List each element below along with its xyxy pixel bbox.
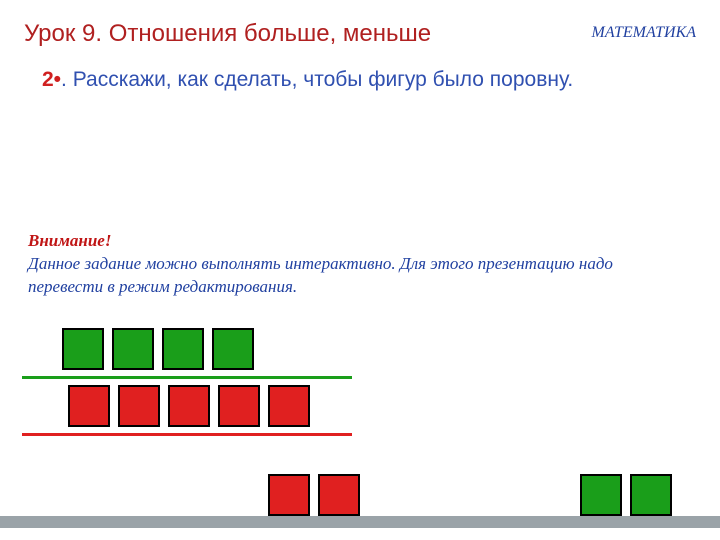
green-square[interactable]	[212, 328, 254, 370]
red-square[interactable]	[68, 385, 110, 427]
extra-green-group	[580, 474, 672, 516]
extra-red-group	[268, 474, 360, 516]
red-square[interactable]	[168, 385, 210, 427]
bottom-strip	[0, 516, 720, 528]
green-square[interactable]	[580, 474, 622, 516]
task-number: 2•	[42, 68, 61, 91]
task-text: Расскажи, как сделать, чтобы фигур было …	[73, 68, 573, 91]
divider-red	[22, 433, 352, 436]
red-square[interactable]	[118, 385, 160, 427]
green-square[interactable]	[62, 328, 104, 370]
red-square[interactable]	[218, 385, 260, 427]
attention-block: Внимание! Данное задание можно выполнять…	[28, 230, 668, 299]
attention-title: Внимание!	[28, 230, 668, 253]
red-square[interactable]	[268, 474, 310, 516]
green-square[interactable]	[162, 328, 204, 370]
top-row	[62, 328, 362, 370]
attention-text: Данное задание можно выполнять интеракти…	[28, 253, 668, 299]
red-square[interactable]	[318, 474, 360, 516]
header: Урок 9. Отношения больше, меньше МАТЕМАТ…	[24, 20, 696, 48]
divider-green	[22, 376, 352, 379]
figure-area	[22, 328, 362, 440]
red-square[interactable]	[268, 385, 310, 427]
lesson-title: Урок 9. Отношения больше, меньше	[24, 20, 431, 48]
task-separator: .	[61, 68, 73, 91]
task-line: 2•. Расскажи, как сделать, чтобы фигур б…	[42, 68, 573, 92]
middle-row	[68, 385, 362, 427]
green-square[interactable]	[112, 328, 154, 370]
green-square[interactable]	[630, 474, 672, 516]
subject-label: МАТЕМАТИКА	[591, 24, 696, 42]
